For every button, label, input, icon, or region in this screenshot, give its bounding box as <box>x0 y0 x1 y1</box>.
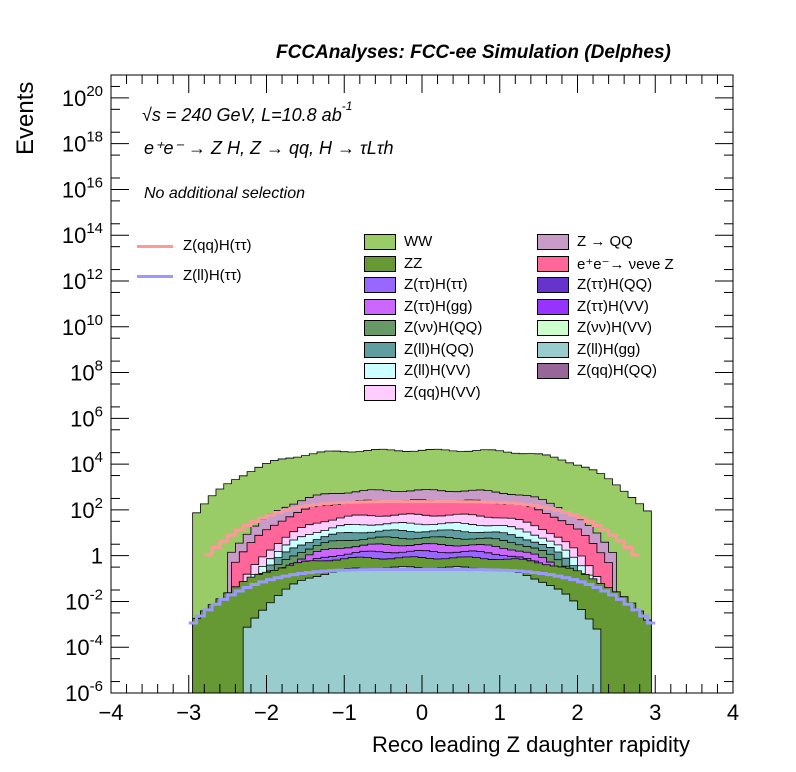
plot-title: FCCAnalyses: FCC-ee Simulation (Delphes) <box>276 42 671 63</box>
x-tick-label: 2 <box>571 700 583 725</box>
legend-label: Z(ττ)H(ττ) <box>404 276 468 293</box>
legend-label: Z(ττ)H(QQ) <box>577 276 653 293</box>
energy-annotation: √s = 240 GeV, L=10.8 ab-1 <box>142 99 353 125</box>
y-tick-label: 1014 <box>62 220 103 248</box>
legend-color-swatch <box>364 384 396 401</box>
process-annotation: e⁺e⁻ → Z H, Z → qq, H → τLτh <box>144 138 394 158</box>
y-tick-label: 1016 <box>62 174 103 202</box>
x-tick-label: −1 <box>332 700 357 725</box>
legend-label: Z(ll)H(QQ) <box>404 340 474 358</box>
legend-label: Z(νν)H(QQ) <box>404 319 483 336</box>
legend-label: WW <box>404 233 433 250</box>
sqrt-icon: √ <box>142 105 152 125</box>
legend-label: Z → QQ <box>577 233 633 250</box>
legend-label: Z(ll)H(gg) <box>577 340 641 358</box>
x-tick-label: −3 <box>176 700 201 725</box>
legend-color-swatch <box>537 277 569 293</box>
legend-label: Z(ll)H(ττ) <box>183 267 242 284</box>
x-tick-label: 4 <box>727 700 739 725</box>
legend-color-swatch <box>364 363 396 379</box>
x-tick-label: 3 <box>649 700 661 725</box>
x-tick-label: 1 <box>494 700 506 725</box>
y-tick-label: 1012 <box>62 266 103 294</box>
legend-color-swatch <box>364 255 396 272</box>
y-tick-label: 102 <box>70 495 103 523</box>
y-tick-label: 10-4 <box>65 632 103 660</box>
x-tick-label: 0 <box>416 700 428 725</box>
selection-annotation: No additional selection <box>144 185 305 202</box>
legend-label: Z(qq)H(ττ) <box>183 237 252 254</box>
legend-label: Z(ll)H(VV) <box>404 362 471 379</box>
legend-color-swatch <box>364 298 396 315</box>
y-tick-label: 10-6 <box>65 678 103 706</box>
legend-color-swatch <box>364 277 396 293</box>
legend-line-swatch <box>137 275 173 278</box>
x-tick-label: −4 <box>98 700 123 725</box>
legend-line-swatch <box>137 245 173 248</box>
y-tick-label: 1020 <box>62 83 103 111</box>
legend-label: Z(qq)H(VV) <box>404 383 481 401</box>
legend-color-swatch <box>537 234 569 250</box>
y-tick-label: 10-2 <box>65 586 103 614</box>
y-tick-label: 1 <box>91 544 103 569</box>
legend-color-swatch <box>537 320 569 336</box>
y-tick-label: 104 <box>70 449 103 477</box>
legend-label: Z(νν)H(VV) <box>577 319 652 336</box>
legend-color-swatch <box>537 363 569 379</box>
legend-color-swatch <box>364 341 396 358</box>
legend-label: ZZ <box>404 254 423 272</box>
legend-label: Z(ττ)H(gg) <box>404 297 473 315</box>
legend-label: e⁺e⁻→ νeνe Z <box>577 255 674 273</box>
y-tick-label: 1018 <box>62 129 103 157</box>
curve-z-ll-h- <box>188 567 656 625</box>
legend-color-swatch <box>364 320 396 336</box>
curve-z-qq-h- <box>204 500 640 557</box>
legend-color-swatch <box>537 341 569 358</box>
x-axis-label: Reco leading Z daughter rapidity <box>372 732 690 757</box>
legend-color-swatch <box>364 234 396 250</box>
x-tick-label: −2 <box>254 700 279 725</box>
legend-label: Z(ττ)H(VV) <box>577 297 649 315</box>
stack-z-ll-h-gg- <box>242 566 602 694</box>
legend-label: Z(qq)H(QQ) <box>577 362 657 379</box>
legend-color-swatch <box>537 255 569 272</box>
y-tick-label: 1010 <box>62 312 103 340</box>
y-axis-label: Events <box>12 81 39 155</box>
y-tick-label: 108 <box>70 358 103 386</box>
legend-color-swatch <box>537 298 569 315</box>
y-tick-label: 106 <box>70 403 103 431</box>
